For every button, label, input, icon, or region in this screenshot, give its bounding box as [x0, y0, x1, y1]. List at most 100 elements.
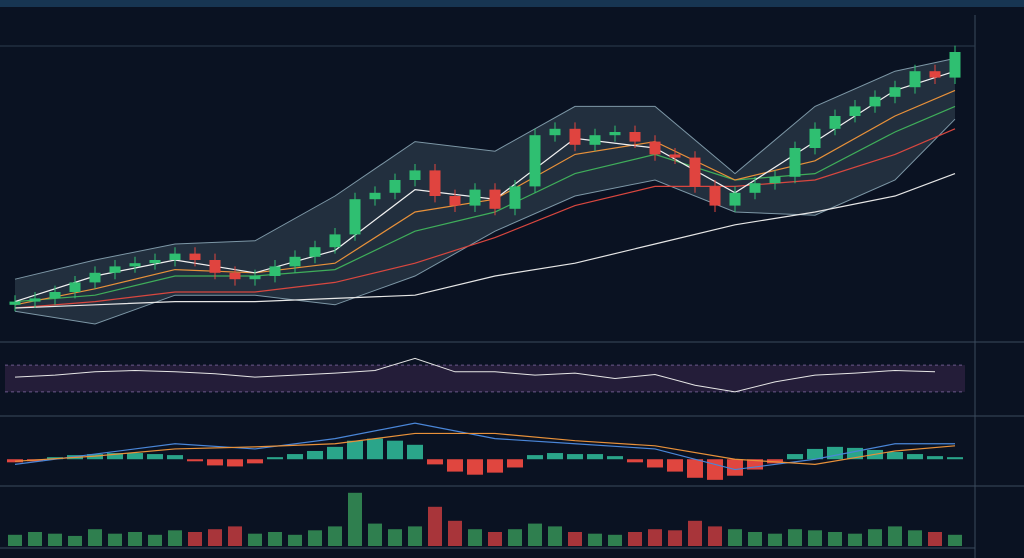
macd-line	[14, 432, 956, 465]
candle-body	[69, 282, 81, 292]
candle-body	[549, 128, 561, 136]
candle-body	[229, 272, 241, 280]
volume-bar	[848, 533, 862, 546]
macd-histogram-bar	[707, 459, 723, 480]
candle-body	[809, 128, 821, 148]
candle-body	[109, 266, 121, 273]
macd-histogram-bar	[427, 459, 443, 465]
candle-body	[569, 128, 581, 145]
volume-bar	[468, 529, 482, 546]
macd-histogram-bar	[887, 452, 903, 460]
macd-histogram-bar	[367, 438, 383, 460]
volume-bar	[208, 529, 222, 546]
macd-histogram-bar	[727, 459, 743, 476]
candle-body	[429, 170, 441, 196]
rsi-line	[14, 357, 936, 393]
macd-histogram-bar	[467, 459, 483, 475]
candle-body	[89, 272, 101, 283]
macd-histogram-bar	[527, 455, 543, 460]
macd-histogram-bar	[287, 454, 303, 460]
volume-bar	[408, 526, 422, 546]
candle-body	[689, 157, 701, 187]
macd-histogram-bar	[307, 450, 323, 460]
volume-bar	[348, 492, 362, 546]
candle-body	[269, 266, 281, 276]
macd-histogram-bar	[447, 459, 463, 472]
macd-histogram-bar	[587, 454, 603, 460]
candle-body	[489, 189, 501, 209]
candle-body	[949, 52, 961, 78]
macd-histogram-bar	[547, 453, 563, 460]
volume-bar	[368, 523, 382, 546]
macd-histogram-bar	[807, 448, 823, 460]
macd-histogram-bar	[747, 459, 763, 470]
candle-body	[929, 71, 941, 78]
volume-bar	[948, 534, 962, 546]
rsi-band	[5, 365, 965, 392]
volume-bar	[908, 530, 922, 546]
volume-bar	[28, 532, 42, 546]
volume-bar	[248, 533, 262, 546]
volume-bar	[928, 532, 942, 546]
volume-bar	[788, 529, 802, 546]
macd-histogram-bar	[187, 459, 203, 462]
macd-histogram-bar	[567, 454, 583, 460]
volume-bar	[508, 529, 522, 546]
macd-histogram-bar	[247, 459, 263, 464]
moving-average	[14, 128, 956, 309]
volume-bar	[608, 534, 622, 546]
macd-line	[14, 422, 955, 471]
candle-body	[829, 116, 841, 129]
macd-histogram-bar	[827, 446, 843, 460]
candle-body	[329, 234, 341, 248]
band-lower	[14, 118, 956, 325]
volume-bar	[268, 532, 282, 546]
candle-body	[529, 135, 541, 187]
candle-body	[729, 192, 741, 206]
macd-histogram-bar	[407, 444, 423, 460]
volume-bar	[668, 530, 682, 546]
macd-histogram-bar	[167, 455, 183, 460]
candle-body	[509, 186, 521, 209]
macd-histogram-bar	[507, 459, 523, 468]
volume-bar	[128, 532, 142, 546]
candle-body	[669, 154, 681, 158]
candle-body	[169, 253, 181, 260]
macd-histogram-bar	[627, 459, 643, 463]
candle-body	[289, 256, 301, 267]
macd-histogram-bar	[667, 459, 683, 472]
candle-body	[9, 301, 21, 305]
volume-bar	[228, 526, 242, 546]
volume-bar	[768, 533, 782, 546]
volume-bar	[328, 526, 342, 546]
candle-body	[409, 170, 421, 180]
volume-bar	[168, 530, 182, 546]
volume-bar	[308, 530, 322, 546]
volume-bar	[8, 534, 22, 546]
candle-body	[49, 292, 61, 299]
candle-body	[769, 176, 781, 184]
candle-body	[869, 96, 881, 107]
moving-average	[14, 173, 956, 309]
macd-histogram-bar	[487, 459, 503, 473]
volume-bar	[548, 526, 562, 546]
candle-body	[149, 260, 161, 264]
macd-histogram-bar	[687, 459, 703, 478]
macd-histogram-bar	[347, 440, 363, 460]
volume-bar	[708, 526, 722, 546]
volume-bar	[648, 529, 662, 546]
volume-bar	[188, 532, 202, 546]
band-fill	[15, 58, 955, 325]
volume-bar	[628, 532, 642, 546]
candle-body	[309, 247, 321, 257]
candle-body	[209, 260, 221, 273]
volume-bar	[148, 534, 162, 546]
volume-bar	[868, 529, 882, 546]
macd-histogram-bar	[207, 459, 223, 466]
macd-histogram-bar	[787, 454, 803, 460]
band-upper	[14, 57, 956, 280]
candle-body	[449, 196, 461, 206]
macd-histogram-bar	[107, 453, 123, 460]
macd-histogram-bar	[947, 457, 963, 460]
